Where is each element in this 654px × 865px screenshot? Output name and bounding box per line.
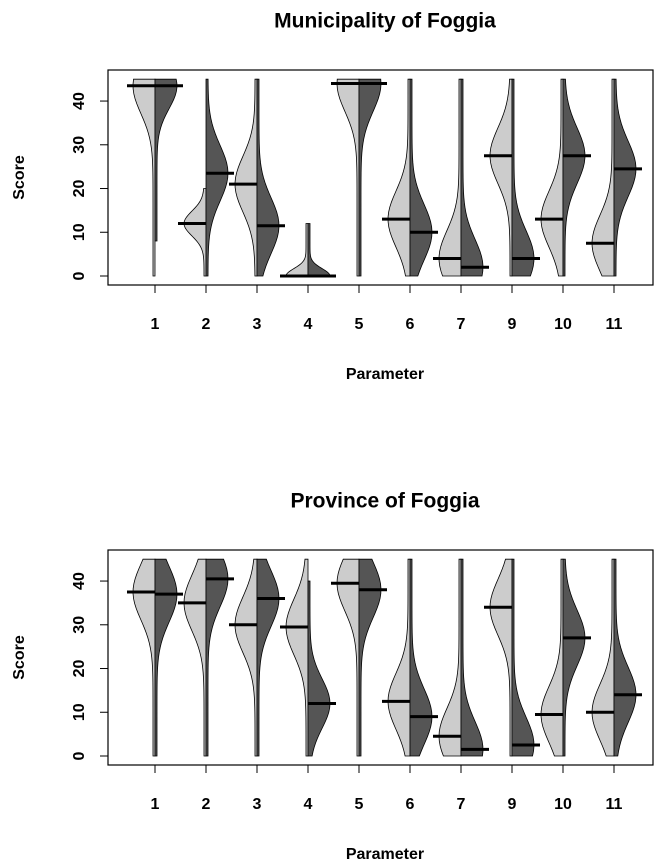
violin-half <box>511 558 535 757</box>
violin-half <box>387 78 411 277</box>
violin-half <box>336 558 360 757</box>
violin-half <box>154 78 178 242</box>
y-tick-label: 20 <box>71 660 88 678</box>
x-tick-label: 1 <box>151 796 160 813</box>
violin-half <box>540 78 564 277</box>
chart-title: Province of Foggia <box>290 490 479 513</box>
y-tick-label: 40 <box>71 92 88 110</box>
x-tick-label: 4 <box>304 316 313 333</box>
y-tick-label: 40 <box>71 572 88 590</box>
y-tick-label: 30 <box>71 616 88 634</box>
x-tick-label: 9 <box>508 796 517 813</box>
y-tick-label: 30 <box>71 136 88 154</box>
x-tick-label: 4 <box>304 796 313 813</box>
x-tick-label: 6 <box>406 316 415 333</box>
x-tick-label: 5 <box>355 316 364 333</box>
violin-half <box>460 558 484 757</box>
violin-half <box>562 558 586 757</box>
chart-title: Municipality of Foggia <box>274 10 496 33</box>
violin-half <box>205 78 229 277</box>
violin-half <box>591 558 615 757</box>
x-tick-label: 10 <box>554 316 572 333</box>
x-tick-label: 6 <box>406 796 415 813</box>
x-axis-label: Parameter <box>346 846 424 863</box>
violin-half <box>132 558 156 757</box>
x-tick-label: 3 <box>253 796 262 813</box>
violin-half <box>307 223 331 277</box>
x-tick-label: 5 <box>355 796 364 813</box>
violin-half <box>409 558 433 757</box>
x-tick-label: 7 <box>457 316 466 333</box>
x-tick-label: 1 <box>151 316 160 333</box>
violin-half <box>234 78 258 277</box>
y-axis-label: Score <box>11 635 28 680</box>
violin-half <box>511 78 535 277</box>
x-tick-label: 11 <box>606 316 623 333</box>
x-axis-label: Parameter <box>346 366 424 383</box>
x-tick-label: 3 <box>253 316 262 333</box>
violin-half <box>285 223 309 277</box>
violin-half <box>438 78 462 277</box>
violin-half <box>613 558 637 757</box>
violin-half <box>409 78 433 277</box>
y-axis-label: Score <box>11 155 28 200</box>
violin-half <box>438 558 462 757</box>
violin-half <box>256 558 280 757</box>
violin-half <box>489 78 513 277</box>
y-tick-label: 20 <box>71 180 88 198</box>
x-tick-label: 2 <box>202 796 211 813</box>
violin-half <box>205 558 229 757</box>
y-tick-label: 0 <box>71 751 88 760</box>
violin-half <box>591 78 615 277</box>
violin-half <box>613 78 637 277</box>
violin-half <box>132 78 156 277</box>
violin-half <box>183 558 207 757</box>
violin-half <box>489 558 513 757</box>
x-tick-label: 10 <box>554 796 572 813</box>
x-tick-label: 7 <box>457 796 466 813</box>
violin-half <box>336 78 360 277</box>
violin-half <box>358 78 382 277</box>
violin-half <box>234 558 258 757</box>
violin-half <box>285 558 309 757</box>
plot-frame <box>107 69 654 286</box>
y-tick-label: 10 <box>71 223 88 241</box>
violin-half <box>256 78 280 277</box>
violin-half <box>183 188 207 277</box>
plot-frame <box>107 549 654 766</box>
violin-half <box>460 78 484 277</box>
violin-half <box>540 558 564 757</box>
x-tick-label: 2 <box>202 316 211 333</box>
y-tick-label: 0 <box>71 271 88 280</box>
violin-half <box>154 558 178 757</box>
violin-half <box>562 78 586 277</box>
violin-half <box>307 580 331 757</box>
y-tick-label: 10 <box>71 703 88 721</box>
x-tick-label: 9 <box>508 316 517 333</box>
violin-half <box>387 558 411 757</box>
x-tick-label: 11 <box>606 796 623 813</box>
